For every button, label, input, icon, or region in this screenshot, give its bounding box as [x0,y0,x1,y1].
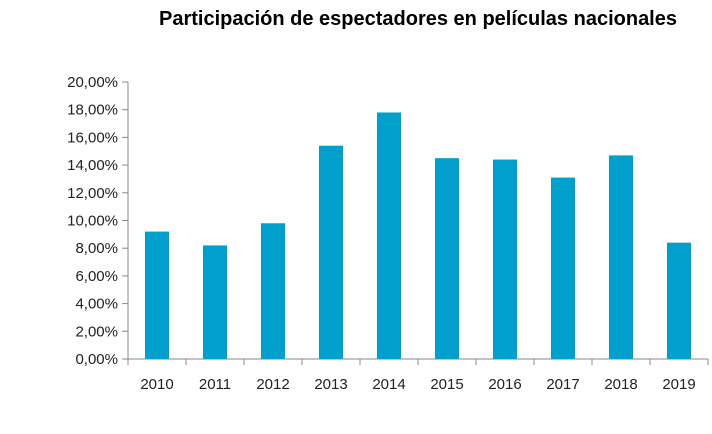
y-tick-label: 14,00% [67,157,118,174]
x-tick-label: 2012 [256,376,289,393]
bar-2014 [377,112,401,359]
y-tick-label: 18,00% [67,102,118,119]
x-tick-label: 2017 [546,376,579,393]
y-tick-label: 4,00% [75,296,118,313]
x-tick-label: 2018 [604,376,637,393]
x-tick-label: 2015 [430,376,463,393]
bar-2013 [319,145,343,359]
y-tick-label: 6,00% [75,268,118,285]
x-tick-label: 2014 [372,376,405,393]
bar-2012 [261,223,285,359]
bar-2015 [435,158,459,359]
y-tick-label: 10,00% [67,213,118,230]
bar-2018 [609,155,633,359]
x-tick-label: 2011 [199,376,231,393]
x-tick-label: 2016 [488,376,521,393]
y-tick-label: 8,00% [75,240,118,257]
bar-2019 [667,242,691,359]
x-tick-label: 2010 [140,376,173,393]
y-tick-label: 12,00% [67,185,118,202]
chart-title: Participación de espectadores en películ… [159,8,677,30]
x-tick-label: 2013 [314,376,347,393]
bar-2011 [203,245,227,359]
y-tick-label: 2,00% [75,323,118,340]
y-tick-label: 16,00% [67,129,118,146]
y-tick-label: 0,00% [75,351,118,368]
bar-2017 [551,177,575,359]
x-tick-label: 2019 [662,376,695,393]
bar-2010 [145,231,169,359]
bar-2016 [493,159,517,359]
y-tick-label: 20,00% [67,74,118,91]
